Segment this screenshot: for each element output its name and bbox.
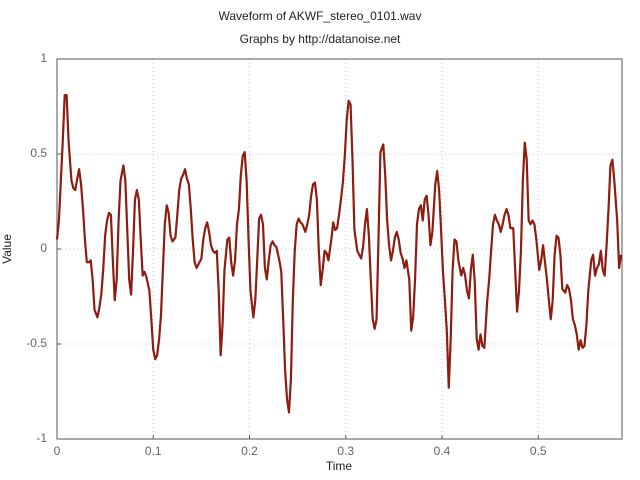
y-tick-label: -0.5: [26, 336, 47, 350]
y-axis-label: Value: [0, 234, 14, 264]
x-tick-label: 0.5: [530, 444, 547, 458]
y-tick-label: 0: [40, 241, 47, 255]
chart-subtitle: Graphs by http://datanoise.net: [240, 32, 401, 46]
x-tick-label: 0: [54, 444, 61, 458]
x-tick-label: 0.3: [337, 444, 354, 458]
x-tick-label: 0.4: [434, 444, 451, 458]
x-axis-label: Time: [326, 459, 353, 473]
y-tick-label: 1: [40, 51, 47, 65]
x-tick-label: 0.2: [241, 444, 258, 458]
chart-title: Waveform of AKWF_stereo_0101.wav: [219, 9, 422, 23]
waveform-line: [55, 94, 623, 414]
y-tick-label: -1: [36, 431, 47, 445]
x-tick-label: 0.1: [145, 444, 162, 458]
y-tick-label: 0.5: [30, 146, 47, 160]
plot-frame: [56, 58, 623, 440]
